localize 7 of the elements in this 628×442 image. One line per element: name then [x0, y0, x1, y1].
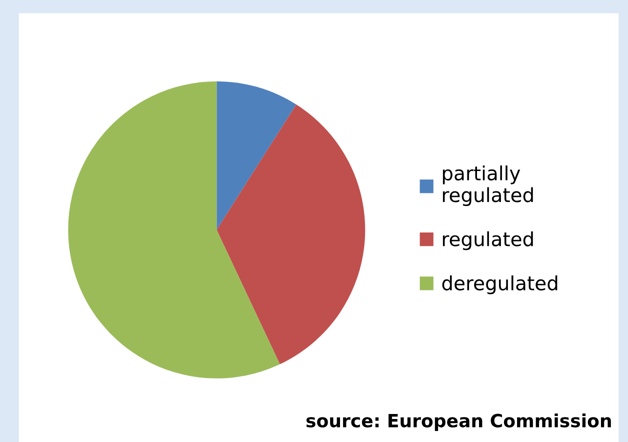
source-note: source: European Commission [306, 413, 611, 431]
pie-slice [216, 81, 296, 230]
pie-slice [68, 81, 280, 378]
legend-label: partially regulated [442, 165, 533, 206]
pie-slice [216, 104, 366, 364]
legend-label: deregulated [442, 275, 558, 294]
legend-label: regulated [442, 231, 533, 250]
